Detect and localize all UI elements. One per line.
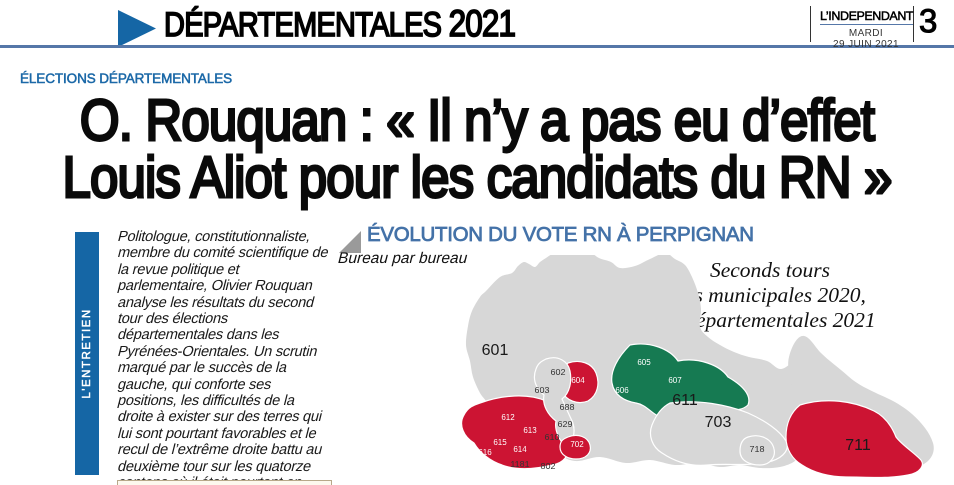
svg-text:802: 802 (540, 461, 555, 471)
svg-text:603: 603 (534, 385, 549, 395)
svg-text:607: 607 (668, 376, 682, 385)
svg-text:614: 614 (513, 445, 527, 454)
svg-text:616: 616 (478, 448, 492, 457)
svg-text:688: 688 (559, 402, 574, 412)
svg-text:613: 613 (523, 426, 537, 435)
svg-text:604: 604 (571, 376, 585, 385)
svg-text:718: 718 (749, 444, 764, 454)
svg-text:601: 601 (482, 342, 509, 359)
svg-text:615: 615 (493, 438, 507, 447)
svg-text:611: 611 (672, 392, 698, 409)
svg-text:605: 605 (637, 358, 651, 367)
svg-text:629: 629 (557, 419, 572, 429)
svg-text:1181: 1181 (510, 459, 529, 469)
svg-text:606: 606 (615, 386, 629, 395)
svg-text:610: 610 (544, 432, 559, 442)
svg-text:711: 711 (845, 437, 871, 454)
svg-text:612: 612 (501, 413, 515, 422)
svg-text:703: 703 (705, 414, 732, 431)
svg-text:702: 702 (570, 440, 584, 449)
svg-text:602: 602 (550, 367, 565, 377)
